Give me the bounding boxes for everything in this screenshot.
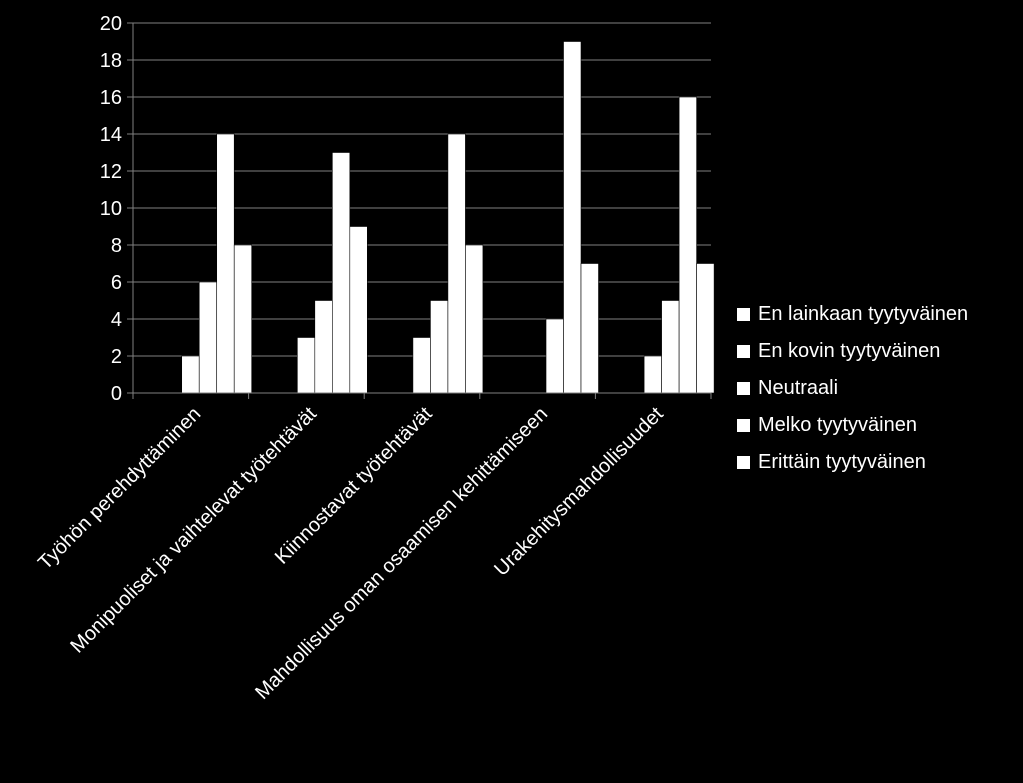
- legend-label: Melko tyytyväinen: [758, 414, 917, 436]
- legend-swatch: [737, 382, 750, 395]
- bar: [545, 318, 564, 394]
- legend-label: En kovin tyytyväinen: [758, 340, 941, 362]
- bar: [181, 355, 200, 394]
- legend-item: En kovin tyytyväinen: [737, 333, 968, 370]
- bar: [661, 300, 680, 394]
- y-tick-label: 20: [100, 13, 122, 35]
- bar: [678, 96, 697, 394]
- bar: [216, 133, 235, 394]
- y-tick-label: 12: [100, 161, 122, 183]
- legend-item: En lainkaan tyytyväinen: [737, 296, 968, 333]
- bar: [412, 337, 431, 394]
- legend-label: Erittäin tyytyväinen: [758, 451, 926, 473]
- legend-label: En lainkaan tyytyväinen: [758, 303, 969, 325]
- legend: En lainkaan tyytyväinen En kovin tyytyväi…: [737, 296, 968, 481]
- y-tick-labels: 0 2 4 6 8 10 12 14 16 18 20: [100, 13, 122, 405]
- bar: [297, 337, 316, 394]
- bar: [349, 226, 368, 394]
- legend-item: Erittäin tyytyväinen: [737, 444, 968, 481]
- bar: [198, 281, 218, 394]
- y-tick-label: 4: [111, 309, 122, 331]
- bars: [181, 41, 715, 394]
- bar: [233, 244, 253, 394]
- y-tick-label: 2: [111, 346, 122, 368]
- bar: [696, 263, 715, 394]
- bar: [332, 152, 351, 394]
- y-tick-label: 14: [100, 124, 122, 146]
- bar: [430, 300, 449, 394]
- bar: [465, 244, 484, 394]
- bar: [314, 300, 333, 394]
- legend-item: Neutraali: [737, 370, 968, 407]
- legend-swatch: [737, 345, 750, 358]
- y-tick-label: 16: [100, 87, 122, 109]
- y-tick-label: 10: [100, 198, 122, 220]
- bar: [580, 263, 599, 394]
- legend-swatch: [737, 419, 750, 432]
- y-tick-label: 8: [111, 235, 122, 257]
- bar: [643, 355, 662, 394]
- bar: [563, 41, 582, 394]
- y-tick-label: 0: [111, 383, 122, 405]
- y-tick-label: 18: [100, 50, 122, 72]
- legend-swatch: [737, 456, 750, 469]
- legend-label: Neutraali: [758, 377, 839, 399]
- legend-item: Melko tyytyväinen: [737, 407, 968, 444]
- bar: [447, 133, 466, 394]
- x-tick-label: Monipuoliset ja vaihtelevat työtehtävät: [66, 403, 321, 658]
- axes: [127, 22, 712, 399]
- legend-swatch: [737, 308, 750, 321]
- y-tick-label: 6: [111, 272, 122, 294]
